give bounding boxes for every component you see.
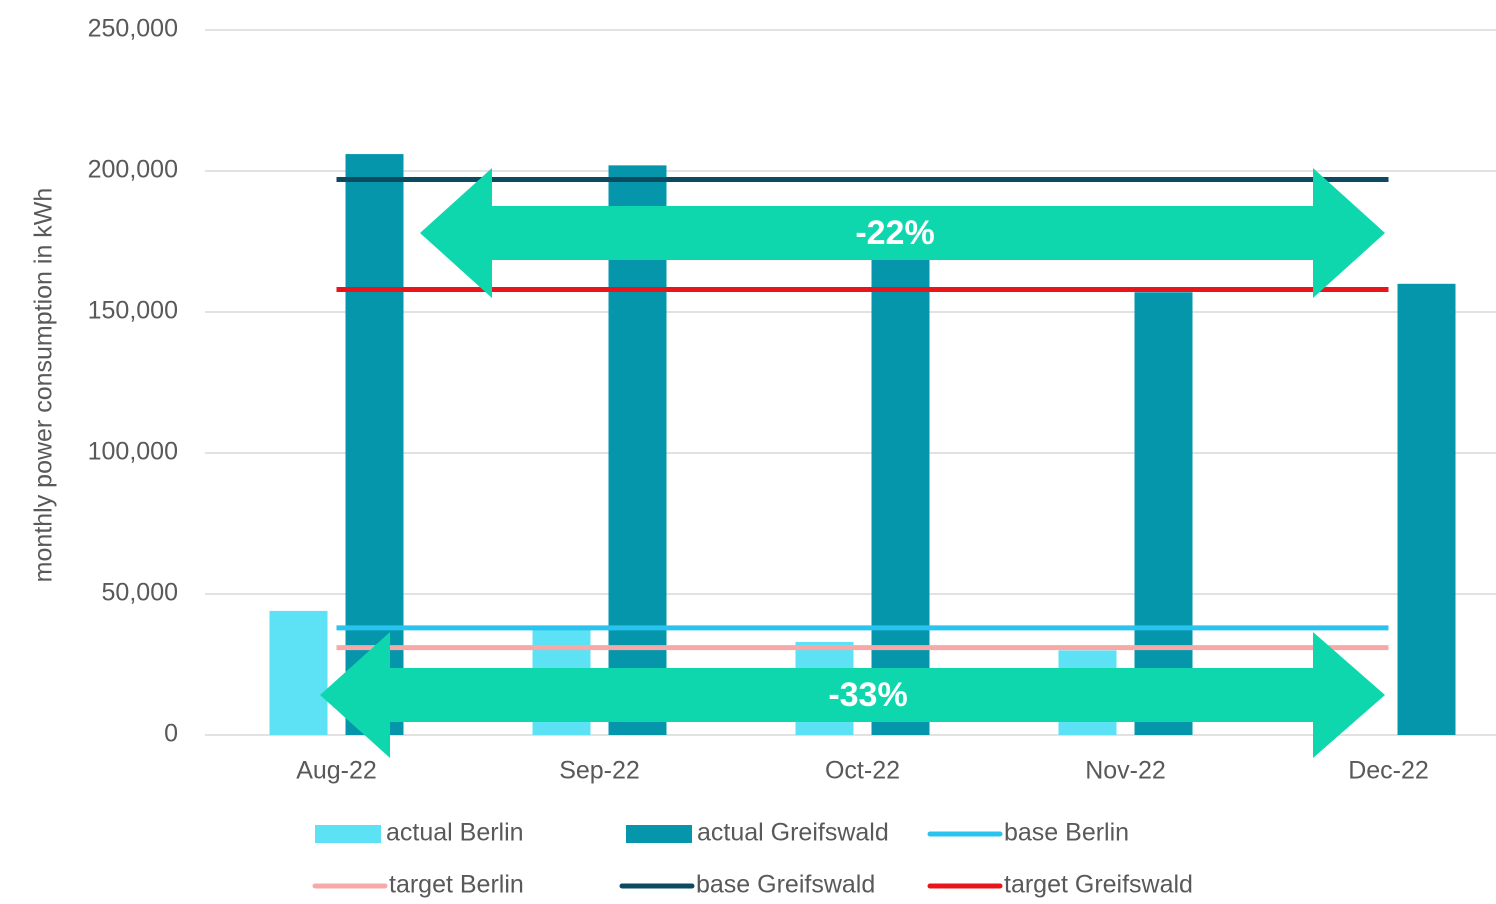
legend-label: target Greifswald — [1004, 871, 1193, 899]
legend-label: base Greifswald — [696, 871, 875, 899]
y-axis-label: monthly power consumption in kWh — [30, 188, 58, 583]
bar — [1134, 292, 1193, 735]
legend-label: actual Berlin — [386, 819, 524, 847]
y-tick-label: 50,000 — [102, 579, 178, 607]
legend-swatch — [626, 825, 692, 843]
arrow — [320, 632, 1385, 758]
x-tick-label: Nov-22 — [1085, 757, 1166, 785]
bar — [608, 165, 667, 736]
x-tick-label: Sep-22 — [559, 757, 640, 785]
y-tick-label: 150,000 — [88, 297, 178, 325]
legend-label: base Berlin — [1004, 819, 1129, 847]
plot: 0 50,000 100,000 150,000 200,000 250,000 Aug-2… — [88, 15, 1496, 785]
bar — [269, 610, 328, 735]
legend-label: target Berlin — [389, 871, 524, 899]
y-tick-label: 200,000 — [88, 156, 178, 184]
legend-swatch — [315, 825, 381, 843]
annotation: -33% — [828, 676, 907, 714]
x-tick-label: Dec-22 — [1348, 757, 1429, 785]
y-tick-label: 0 — [164, 720, 178, 748]
y-tick-label: 250,000 — [88, 15, 178, 43]
bar — [1397, 283, 1456, 735]
bar — [345, 154, 404, 735]
x-tick-label: Oct-22 — [825, 757, 900, 785]
bar — [871, 255, 930, 735]
legend-label: actual Greifswald — [697, 819, 889, 847]
x-tick-label: Aug-22 — [296, 757, 377, 785]
y-tick-label: 100,000 — [88, 438, 178, 466]
arrow — [420, 168, 1385, 298]
legend: actual Berlin actual Greifswald base Berli… — [312, 819, 1193, 899]
annotation: -22% — [855, 214, 934, 252]
